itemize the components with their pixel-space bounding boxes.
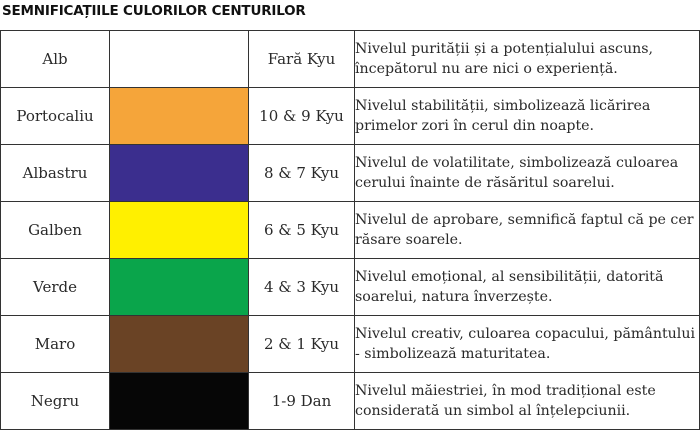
belt-grade-cell: Fară Kyu bbox=[248, 30, 355, 88]
belt-description-cell: Nivelul de volatilitate, simbolizează cu… bbox=[354, 144, 700, 202]
belt-name-cell: Galben bbox=[0, 201, 110, 259]
belt-description-cell: Nivelul de aprobare, semnifică faptul că… bbox=[354, 201, 700, 259]
belt-grade-cell: 1-9 Dan bbox=[248, 372, 355, 430]
belt-description-cell: Nivelul emoțional, al sensibilității, da… bbox=[354, 258, 700, 316]
belt-description-cell: Nivelul purității și a potențialului asc… bbox=[354, 30, 700, 88]
belt-color-swatch bbox=[109, 372, 249, 430]
belt-grade-cell: 4 & 3 Kyu bbox=[248, 258, 355, 316]
belt-name-cell: Negru bbox=[0, 372, 110, 430]
belt-color-swatch bbox=[109, 201, 249, 259]
table-row: Portocaliu 10 & 9 Kyu Nivelul stabilităț… bbox=[0, 87, 700, 145]
belt-description-cell: Nivelul creativ, culoarea copacului, păm… bbox=[354, 315, 700, 373]
page-title: SEMNIFICAȚIILE CULORILOR CENTURILOR bbox=[2, 3, 306, 19]
belt-name-cell: Verde bbox=[0, 258, 110, 316]
table-row: Negru 1-9 Dan Nivelul măiestriei, în mod… bbox=[0, 372, 700, 430]
belt-name-cell: Albastru bbox=[0, 144, 110, 202]
belt-grade-cell: 8 & 7 Kyu bbox=[248, 144, 355, 202]
belt-color-swatch bbox=[109, 87, 249, 145]
belt-grade-cell: 2 & 1 Kyu bbox=[248, 315, 355, 373]
belt-colors-table: Alb Fară Kyu Nivelul purității și a pote… bbox=[0, 30, 700, 430]
belt-description-cell: Nivelul măiestriei, în mod tradițional e… bbox=[354, 372, 700, 430]
belt-name-cell: Maro bbox=[0, 315, 110, 373]
belt-color-swatch bbox=[109, 258, 249, 316]
belt-name-cell: Portocaliu bbox=[0, 87, 110, 145]
table-row: Maro 2 & 1 Kyu Nivelul creativ, culoarea… bbox=[0, 315, 700, 373]
table-row: Alb Fară Kyu Nivelul purității și a pote… bbox=[0, 30, 700, 88]
belt-description-cell: Nivelul stabilității, simbolizează licăr… bbox=[354, 87, 700, 145]
belt-color-swatch bbox=[109, 30, 249, 88]
table-row: Galben 6 & 5 Kyu Nivelul de aprobare, se… bbox=[0, 201, 700, 259]
table-row: Verde 4 & 3 Kyu Nivelul emoțional, al se… bbox=[0, 258, 700, 316]
table-row: Albastru 8 & 7 Kyu Nivelul de volatilita… bbox=[0, 144, 700, 202]
belt-grade-cell: 10 & 9 Kyu bbox=[248, 87, 355, 145]
belt-color-swatch bbox=[109, 315, 249, 373]
belt-name-cell: Alb bbox=[0, 30, 110, 88]
belt-color-swatch bbox=[109, 144, 249, 202]
belt-grade-cell: 6 & 5 Kyu bbox=[248, 201, 355, 259]
